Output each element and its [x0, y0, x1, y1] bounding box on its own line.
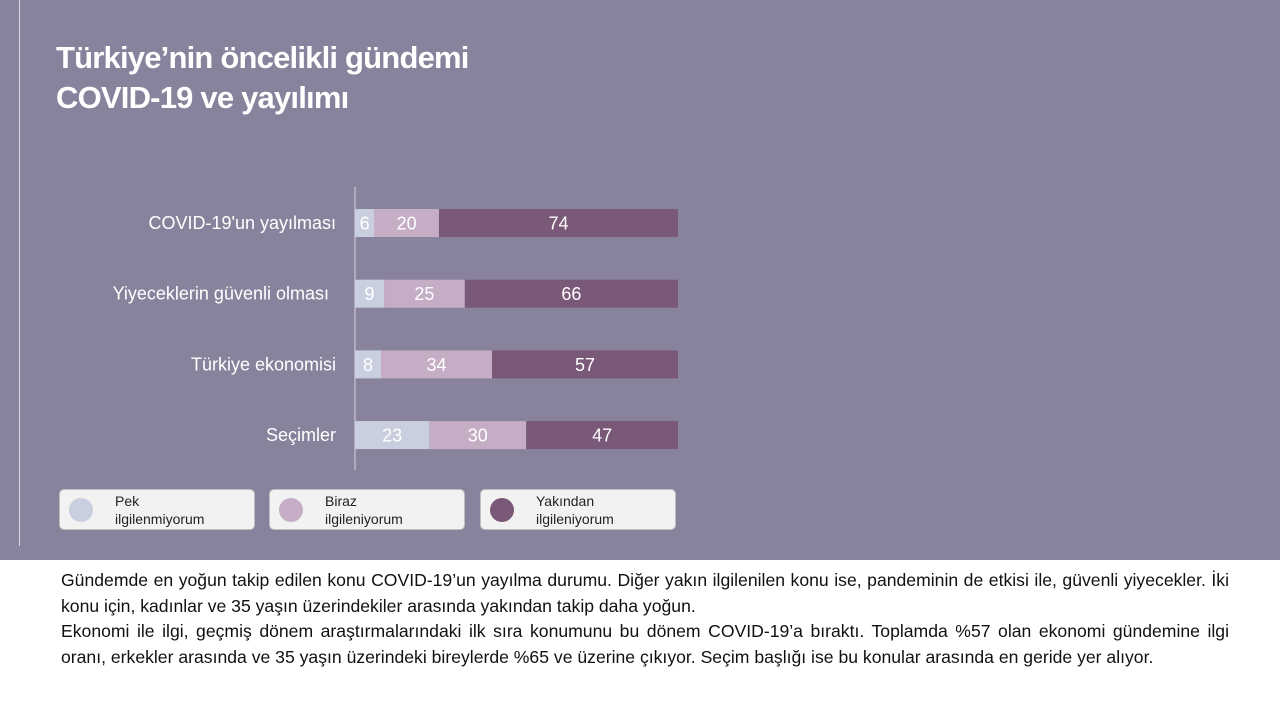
bar-segment [374, 209, 439, 237]
stacked-bar-chart: COVID-19'un yayılması 6 20 74 Yiyeceklerin g… [113, 187, 678, 470]
data-label: 23 [382, 426, 402, 446]
legend-item-yakindan-ilgileniyorum: Yakından ilgileniyorum [480, 489, 676, 530]
bar-segment [381, 350, 493, 379]
description-paragraph-2: Ekonomi ile ilgi, geçmiş dönem araştırma… [61, 621, 1229, 667]
category-label: Seçimler [266, 425, 336, 445]
bar-segment [526, 421, 678, 450]
legend-item-pek-ilgilenmiyorum: Pek ilgilenmiyorum [59, 489, 255, 530]
category-label: Türkiye ekonomisi [191, 354, 336, 374]
description-paragraph-1: Gündemde en yoğun takip edilen konu COVI… [61, 570, 1229, 616]
bar-segment [492, 350, 678, 379]
slide-panel: Türkiye’nin öncelikli gündemi COVID-19 v… [0, 0, 1280, 560]
bar-segment [355, 209, 375, 237]
chart-title-line-2: COVID-19 ve yayılımı [56, 80, 349, 115]
legend-marker [69, 498, 93, 522]
bar-segment [355, 421, 430, 450]
data-label: 20 [397, 214, 417, 234]
bar-segment [355, 279, 385, 308]
data-label: 8 [363, 355, 373, 375]
data-label: 57 [575, 355, 595, 375]
data-label: 34 [427, 355, 447, 375]
bar-segment [438, 209, 678, 237]
chart-title-line-1: Türkiye’nin öncelikli gündemi [56, 40, 469, 75]
chart-title: Türkiye’nin öncelikli gündemi COVID-19 v… [56, 38, 469, 118]
category-label: Yiyeceklerin güvenli olması [113, 284, 329, 304]
bar-segment [464, 279, 678, 308]
bar-segment [429, 421, 527, 450]
data-label: 9 [365, 284, 375, 304]
legend-label: Yakından ilgileniyorum [536, 493, 614, 527]
data-label: 74 [548, 214, 568, 234]
legend-item-biraz-ilgileniyorum: Biraz ilgileniyorum [269, 489, 465, 530]
data-label: 66 [561, 284, 581, 304]
data-label: 30 [468, 426, 488, 446]
legend-label: Pek ilgilenmiyorum [115, 493, 205, 527]
description-text: Gündemde en yoğun takip edilen konu COVI… [61, 568, 1229, 670]
legend-marker [279, 498, 303, 522]
legend-label: Biraz ilgileniyorum [325, 493, 403, 527]
left-divider [19, 0, 20, 546]
data-label: 6 [360, 214, 370, 234]
category-label: COVID-19'un yayılması [149, 213, 337, 233]
bar-segment [384, 279, 465, 308]
data-label: 47 [592, 426, 612, 446]
bar-segment [355, 350, 382, 379]
data-label: 25 [414, 284, 434, 304]
legend-marker [490, 498, 514, 522]
